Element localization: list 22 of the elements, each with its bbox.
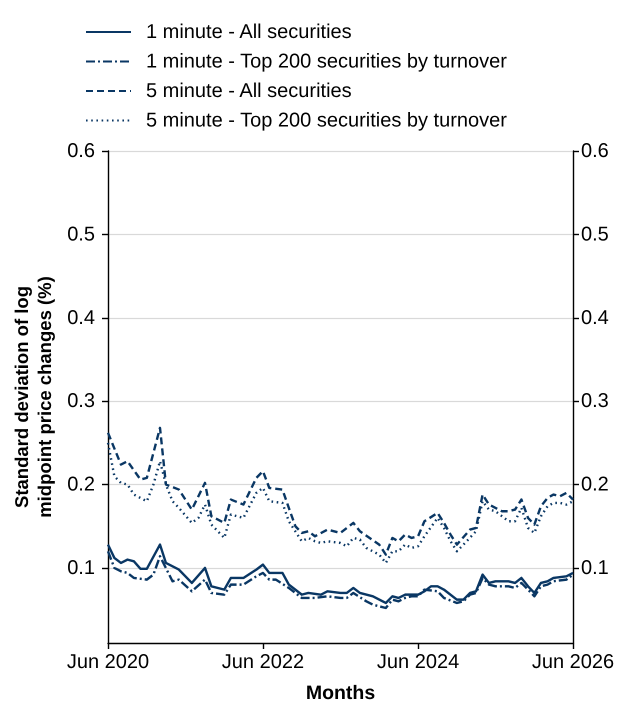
y-tick-label: 0.6 xyxy=(67,140,95,162)
y2-tick-label: 0.1 xyxy=(581,556,609,579)
legend-label: 1 minute - Top 200 securities by turnover xyxy=(146,50,508,72)
x-tick-label: Jun 2024 xyxy=(376,651,460,673)
y2-tick-label: 0.3 xyxy=(581,390,609,412)
x-tick-label: Jun 2022 xyxy=(222,651,304,673)
legend-label: 5 minute - Top 200 securities by turnover xyxy=(146,110,508,132)
y-axis-title: Standard deviation of log midpoint price changes (%) xyxy=(11,276,55,518)
y-tick-label: 0.1 xyxy=(67,556,95,579)
x-axis-title: Months xyxy=(306,682,376,704)
y-tick-label: 0.3 xyxy=(67,390,95,412)
legend-label: 1 minute - All securities xyxy=(146,21,352,43)
x-tick-label: Jun 2026 xyxy=(532,651,614,673)
y2-tick-label: 0.6 xyxy=(581,140,609,162)
y-tick-label: 0.5 xyxy=(67,223,95,246)
y2-tick-label: 0.2 xyxy=(581,474,609,496)
y2-tick-label: 0.4 xyxy=(581,306,609,329)
y2-tick-label: 0.5 xyxy=(581,223,609,246)
x-tick-label: Jun 2020 xyxy=(66,651,150,673)
legend-label: 5 minute - All securities xyxy=(146,80,352,102)
y-tick-label: 0.4 xyxy=(67,306,95,329)
y-tick-label: 0.2 xyxy=(67,474,95,496)
